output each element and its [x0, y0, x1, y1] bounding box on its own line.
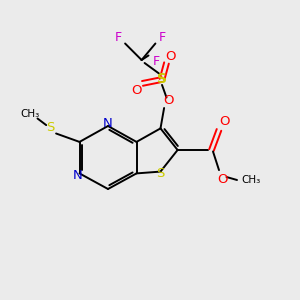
Text: N: N — [73, 169, 83, 182]
Text: S: S — [157, 72, 167, 86]
Text: O: O — [165, 50, 175, 63]
Text: O: O — [219, 115, 230, 128]
Text: N: N — [103, 117, 113, 130]
Text: CH₃: CH₃ — [242, 175, 261, 185]
Text: S: S — [46, 121, 54, 134]
Text: O: O — [218, 172, 228, 186]
Text: S: S — [156, 167, 165, 180]
Text: F: F — [158, 31, 166, 44]
Text: CH₃: CH₃ — [20, 109, 40, 119]
Text: O: O — [131, 84, 142, 97]
Text: O: O — [163, 94, 173, 107]
Text: F: F — [115, 31, 122, 44]
Text: F: F — [152, 55, 160, 68]
